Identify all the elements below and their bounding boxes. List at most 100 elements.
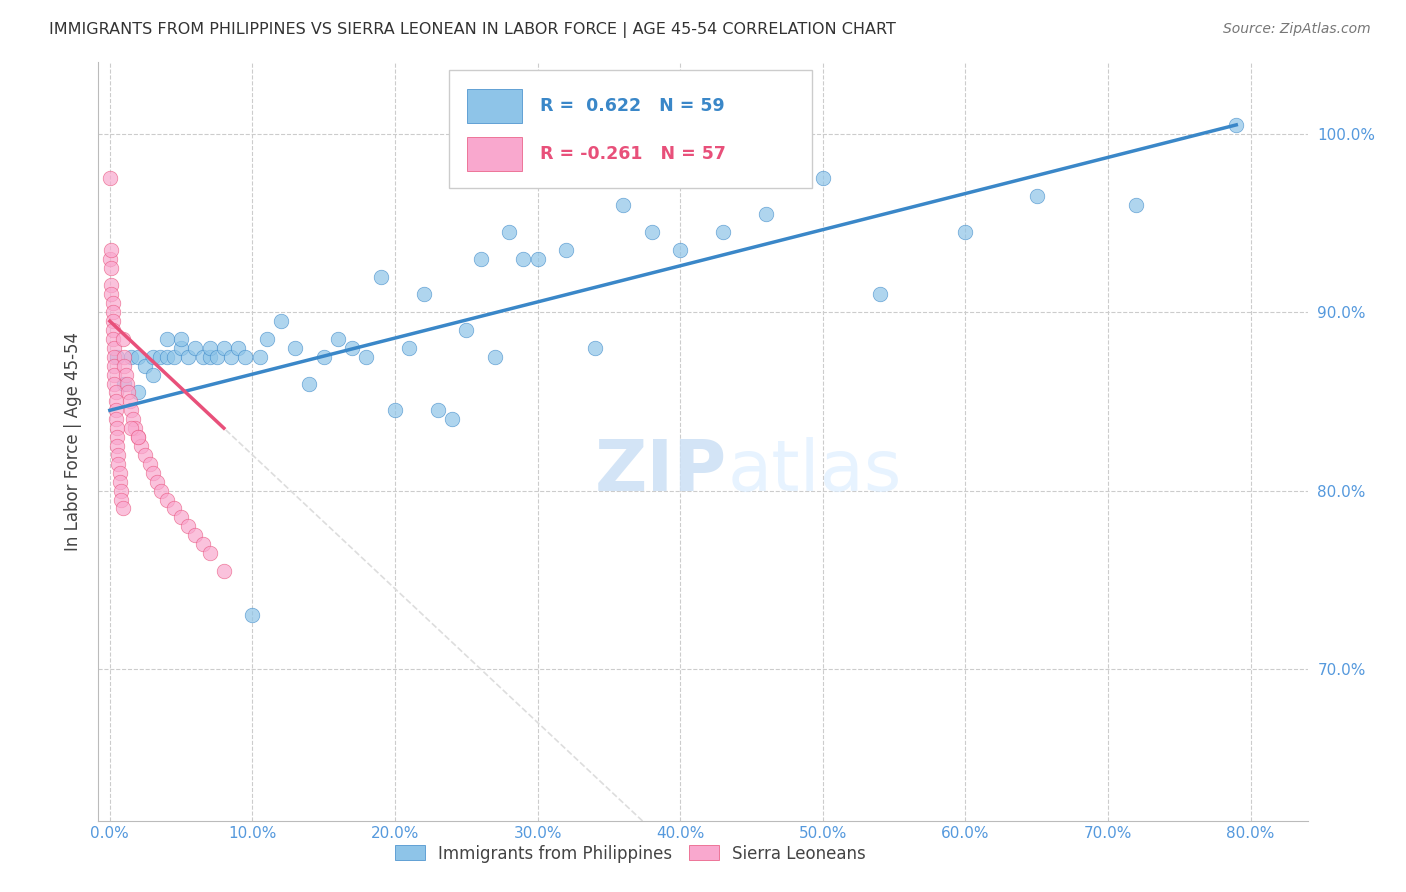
Point bbox=[612, 198, 634, 212]
Point bbox=[142, 350, 165, 364]
Point bbox=[103, 359, 125, 373]
Point bbox=[108, 475, 131, 489]
Point bbox=[198, 350, 221, 364]
Point bbox=[105, 430, 128, 444]
Point bbox=[101, 296, 124, 310]
Point bbox=[105, 439, 128, 453]
Point bbox=[170, 510, 193, 524]
Point bbox=[146, 475, 169, 489]
Text: ZIP: ZIP bbox=[595, 437, 727, 507]
Point bbox=[412, 287, 434, 301]
Point bbox=[555, 243, 578, 257]
Point bbox=[103, 376, 125, 391]
Point bbox=[441, 412, 464, 426]
Point bbox=[104, 403, 127, 417]
Point bbox=[111, 501, 134, 516]
FancyBboxPatch shape bbox=[467, 89, 522, 123]
Point bbox=[191, 350, 214, 364]
Point bbox=[270, 314, 292, 328]
Point bbox=[127, 430, 149, 444]
Text: IMMIGRANTS FROM PHILIPPINES VS SIERRA LEONEAN IN LABOR FORCE | AGE 45-54 CORRELA: IMMIGRANTS FROM PHILIPPINES VS SIERRA LE… bbox=[49, 22, 896, 38]
Point bbox=[149, 350, 172, 364]
Point bbox=[101, 332, 124, 346]
Point bbox=[120, 403, 142, 417]
Point bbox=[191, 537, 214, 551]
Point bbox=[370, 269, 392, 284]
Point bbox=[112, 359, 135, 373]
Point bbox=[869, 287, 891, 301]
Point bbox=[356, 350, 378, 364]
Point bbox=[100, 260, 122, 275]
Point bbox=[107, 457, 129, 471]
Point bbox=[104, 412, 127, 426]
Point bbox=[142, 368, 165, 382]
Point bbox=[142, 466, 165, 480]
Point bbox=[114, 368, 136, 382]
Point bbox=[170, 341, 193, 355]
Point bbox=[398, 341, 420, 355]
Point bbox=[156, 350, 179, 364]
FancyBboxPatch shape bbox=[467, 136, 522, 171]
Point bbox=[101, 305, 124, 319]
Text: Source: ZipAtlas.com: Source: ZipAtlas.com bbox=[1223, 22, 1371, 37]
Point bbox=[226, 341, 249, 355]
Point bbox=[100, 243, 122, 257]
Point bbox=[755, 207, 778, 221]
Point bbox=[101, 323, 124, 337]
Point bbox=[256, 332, 278, 346]
Point bbox=[104, 394, 127, 409]
Point bbox=[100, 287, 122, 301]
Point bbox=[112, 350, 135, 364]
Point bbox=[129, 439, 152, 453]
Point bbox=[298, 376, 321, 391]
Point bbox=[219, 350, 242, 364]
Point bbox=[326, 332, 349, 346]
Point bbox=[117, 385, 139, 400]
Point bbox=[104, 385, 127, 400]
Point bbox=[242, 608, 264, 623]
Point bbox=[640, 225, 662, 239]
Point bbox=[1025, 189, 1047, 203]
Point bbox=[198, 546, 221, 560]
Point bbox=[711, 225, 734, 239]
Point bbox=[112, 376, 135, 391]
Point bbox=[111, 332, 134, 346]
Point bbox=[105, 350, 128, 364]
Legend: Immigrants from Philippines, Sierra Leoneans: Immigrants from Philippines, Sierra Leon… bbox=[388, 838, 873, 869]
Point bbox=[170, 332, 193, 346]
Point bbox=[184, 341, 207, 355]
Point bbox=[120, 421, 142, 435]
Point bbox=[107, 448, 129, 462]
Text: R = -0.261   N = 57: R = -0.261 N = 57 bbox=[540, 145, 725, 163]
Y-axis label: In Labor Force | Age 45-54: In Labor Force | Age 45-54 bbox=[65, 332, 83, 551]
Point bbox=[103, 368, 125, 382]
Point bbox=[108, 466, 131, 480]
Point bbox=[100, 278, 122, 293]
Text: R =  0.622   N = 59: R = 0.622 N = 59 bbox=[540, 96, 724, 115]
Point bbox=[1225, 118, 1247, 132]
Point bbox=[955, 225, 977, 239]
Point bbox=[526, 252, 548, 266]
Point bbox=[127, 385, 149, 400]
Point bbox=[156, 332, 179, 346]
Point bbox=[115, 376, 138, 391]
Point bbox=[470, 252, 492, 266]
Point bbox=[127, 430, 149, 444]
Point bbox=[212, 341, 235, 355]
FancyBboxPatch shape bbox=[449, 70, 811, 187]
Point bbox=[103, 341, 125, 355]
Point bbox=[156, 492, 179, 507]
Point bbox=[124, 421, 146, 435]
Point bbox=[127, 350, 149, 364]
Point bbox=[163, 350, 186, 364]
Point bbox=[184, 528, 207, 542]
Point bbox=[426, 403, 449, 417]
Point bbox=[98, 252, 121, 266]
Point bbox=[669, 243, 692, 257]
Point bbox=[105, 421, 128, 435]
Point bbox=[139, 457, 162, 471]
Point bbox=[110, 483, 132, 498]
Point bbox=[118, 394, 141, 409]
Point bbox=[98, 171, 121, 186]
Point bbox=[484, 350, 506, 364]
